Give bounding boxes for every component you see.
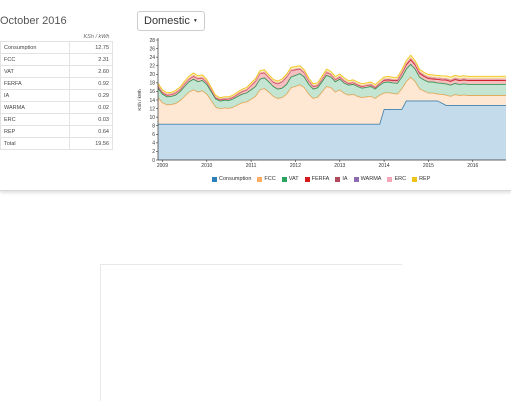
y-tick-label: 6 — [152, 132, 155, 138]
legend-item-consumption[interactable]: Consumption — [212, 176, 251, 182]
legend-swatch — [412, 176, 418, 182]
y-tick-label: 14 — [149, 98, 155, 104]
rate-value: 0.29 — [69, 89, 113, 102]
y-tick-label: 24 — [149, 55, 155, 61]
rate-label: VAT — [0, 65, 70, 78]
legend-swatch — [304, 176, 310, 182]
x-tick-label: 2013 — [334, 163, 345, 169]
caret-down-icon: ▼ — [192, 18, 198, 24]
legend-item-vat[interactable]: VAT — [281, 176, 299, 182]
rate-row-erc: ERC 0.03 — [0, 113, 113, 126]
legend-swatch — [281, 176, 287, 182]
y-tick-label: 4 — [152, 141, 155, 147]
y-tick-label: 22 — [149, 64, 155, 70]
empty-panel — [100, 264, 402, 401]
rate-label: WARMA — [0, 101, 70, 114]
rate-value: 12.75 — [69, 41, 113, 54]
rate-label: FERFA — [0, 77, 70, 90]
legend-label: REP — [419, 176, 431, 182]
legend-label: FERFA — [311, 176, 330, 182]
rate-label: REP — [0, 125, 70, 138]
series-line-fcc — [157, 76, 506, 110]
legend-swatch — [387, 176, 393, 182]
y-tick-label: 18 — [149, 81, 155, 87]
rate-label: Consumption — [0, 41, 70, 54]
series-line-erc — [157, 57, 507, 100]
y-tick-label: 12 — [149, 106, 155, 112]
legend-swatch — [257, 176, 263, 182]
legend-item-ferfa[interactable]: FERFA — [304, 176, 330, 182]
rate-label: IA — [0, 89, 70, 102]
rate-value: 0.02 — [69, 101, 113, 114]
x-tick-label: 2011 — [246, 163, 257, 169]
rate-row-consumption: Consumption 12.75 — [0, 41, 113, 54]
legend-label: IA — [342, 176, 348, 182]
rate-row-ia: IA 0.29 — [0, 89, 113, 102]
y-tick-label: 8 — [152, 124, 155, 130]
unit-header: KSh / kWh — [83, 33, 110, 40]
tariff-dropdown-button[interactable]: Domestic ▼ — [137, 11, 205, 31]
rate-value: 2.60 — [69, 65, 113, 78]
legend-item-warma[interactable]: WARMA — [353, 176, 382, 182]
x-tick-label: 2009 — [157, 163, 168, 169]
rate-value: 0.92 — [69, 77, 113, 90]
rate-row-vat: VAT 2.60 — [0, 65, 113, 78]
x-tick-label: 2014 — [379, 163, 390, 169]
rate-label: ERC — [0, 113, 70, 126]
series-area-consumption — [158, 100, 506, 160]
series-area-vat — [158, 64, 506, 109]
rate-row-fcc: FCC 2.31 — [0, 53, 113, 66]
legend-label: WARMA — [360, 176, 382, 182]
y-tick-label: 0 — [152, 158, 155, 164]
series-area-ia — [158, 58, 506, 100]
legend-swatch — [212, 176, 217, 182]
month-title: October 2016 — [0, 15, 67, 27]
series-line-vat — [157, 63, 507, 102]
y-axis-label: KSh / kWh — [137, 89, 142, 111]
chart-legend: Consumption FCC VAT FERFA IA WARMA ERC REP — [212, 176, 430, 182]
legend-item-rep[interactable]: REP — [412, 176, 430, 182]
rates-header-blank — [1, 32, 70, 42]
legend-swatch — [335, 176, 341, 182]
rate-value: 0.64 — [69, 125, 113, 138]
legend-label: VAT — [288, 176, 299, 182]
series-area-fcc — [158, 77, 506, 125]
series-line-consumption — [158, 100, 506, 125]
rate-label: FCC — [0, 53, 70, 66]
rate-row-rep: REP 0.64 — [0, 125, 113, 138]
rate-row-ferfa: FERFA 0.92 — [0, 77, 113, 90]
y-tick-label: 2 — [152, 149, 155, 155]
legend-label: ERC — [394, 176, 407, 182]
y-tick-label: 20 — [149, 72, 155, 78]
series-line-rep — [157, 54, 507, 99]
y-tick-label: 26 — [149, 46, 155, 52]
tariff-dropdown-label: Domestic — [144, 15, 190, 27]
legend-item-erc[interactable]: ERC — [387, 176, 406, 182]
rate-row-warma: WARMA 0.02 — [0, 101, 113, 114]
rates-table: KSh / kWh Consumption 12.75 FCC 2.31 VAT… — [0, 32, 113, 150]
legend-item-fcc[interactable]: FCC — [257, 176, 276, 182]
x-tick-label: 2016 — [467, 163, 478, 169]
rate-value: 0.03 — [69, 113, 113, 126]
total-label: Total — [0, 137, 70, 150]
legend-label: FCC — [264, 176, 276, 182]
y-tick-label: 16 — [149, 89, 155, 95]
x-tick-label: 2010 — [201, 163, 212, 169]
x-tick-label: 2015 — [423, 163, 434, 169]
tariff-card: October 2016 KSh / kWh Consumption 12.75… — [0, 0, 511, 191]
total-value: 19.56 — [69, 137, 113, 150]
legend-swatch — [353, 176, 359, 182]
x-tick-label: 2012 — [290, 163, 301, 169]
legend-item-ia[interactable]: IA — [335, 176, 348, 182]
legend-label: Consumption — [219, 176, 252, 182]
rates-header-row: KSh / kWh — [1, 32, 113, 42]
rate-value: 2.31 — [69, 53, 113, 66]
y-tick-label: 28 — [149, 38, 155, 44]
rate-row-total: Total 19.56 — [0, 137, 113, 150]
y-tick-label: 10 — [149, 115, 155, 121]
